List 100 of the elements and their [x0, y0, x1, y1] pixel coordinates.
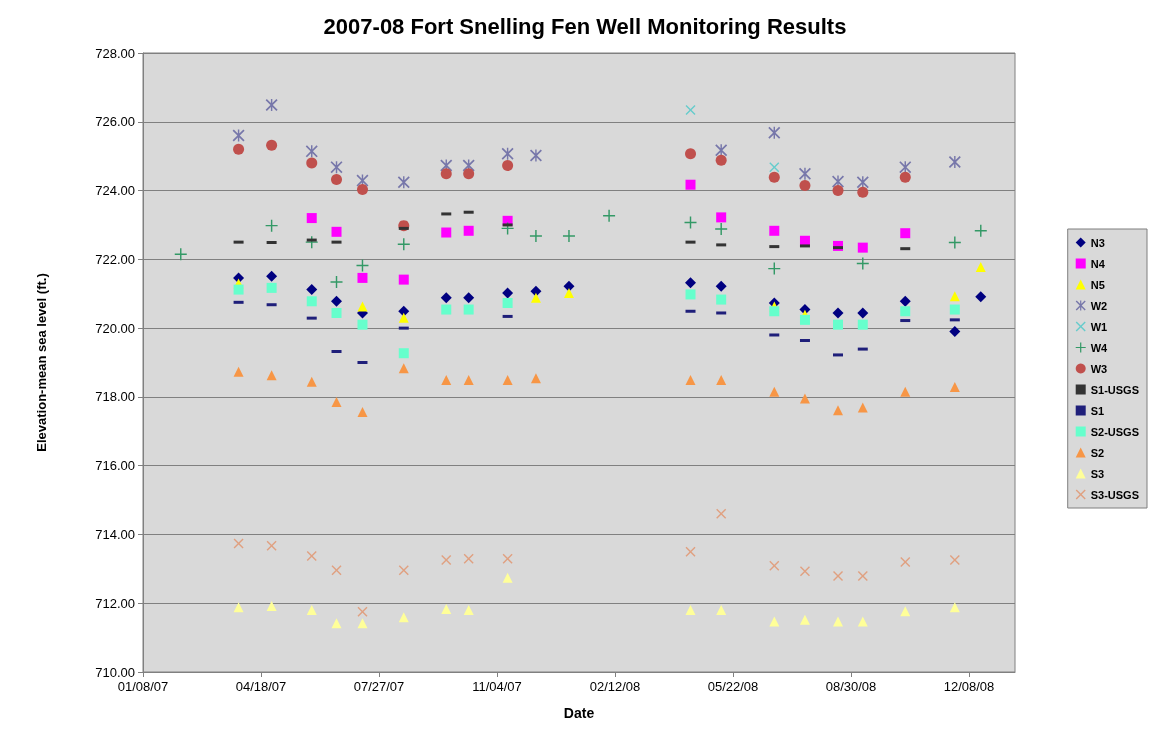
point: [856, 257, 869, 270]
point: [949, 381, 960, 392]
point: [306, 157, 318, 169]
point: [266, 600, 277, 611]
point: [357, 301, 368, 312]
point: [975, 261, 986, 272]
legend-label: W3: [1090, 362, 1108, 375]
point: [398, 348, 409, 359]
point: [330, 276, 343, 289]
point: [769, 616, 780, 627]
point: [715, 154, 727, 166]
point: [463, 292, 475, 304]
point: [440, 168, 452, 180]
point: [833, 319, 843, 330]
point: [440, 292, 452, 304]
point: [357, 319, 368, 330]
y-tick-label: 714.00: [95, 526, 135, 542]
point: [949, 554, 960, 565]
point: [502, 159, 514, 171]
legend-label: N5: [1090, 278, 1105, 291]
point: [857, 571, 868, 582]
point: [463, 605, 474, 616]
point: [357, 618, 368, 629]
point: [530, 285, 542, 297]
point: [233, 143, 245, 155]
point: [233, 284, 244, 295]
point: [857, 307, 869, 319]
legend-label: S1: [1090, 404, 1105, 417]
point: [266, 270, 278, 282]
point: [463, 375, 474, 386]
point: [769, 386, 780, 397]
point: [306, 551, 317, 562]
point: [398, 312, 409, 323]
point: [530, 373, 541, 384]
point: [398, 565, 409, 576]
point: [356, 184, 368, 196]
x-tick-label: 07/27/07: [353, 679, 405, 694]
point: [832, 185, 844, 197]
point: [266, 282, 277, 293]
point: [502, 298, 513, 309]
point: [685, 289, 696, 300]
legend-label: S3-USGS: [1090, 488, 1140, 501]
point: [233, 366, 244, 377]
point: [856, 176, 869, 189]
y-tick-label: 710.00: [95, 664, 135, 680]
legend-label: N3: [1090, 236, 1105, 249]
point: [833, 571, 843, 582]
point: [768, 126, 781, 139]
point: [357, 407, 368, 418]
point: [715, 223, 728, 236]
point: [857, 616, 868, 627]
point: [233, 602, 244, 613]
point: [948, 156, 961, 169]
point: [900, 606, 911, 617]
x-axis-title: Date: [563, 705, 595, 721]
point: [397, 238, 410, 251]
point: [501, 147, 514, 160]
point: [305, 145, 318, 158]
point: [266, 139, 278, 151]
x-tick-label: 02/12/08: [589, 679, 641, 694]
point: [266, 370, 277, 381]
point: [441, 304, 452, 315]
point: [685, 375, 696, 386]
point: [685, 105, 696, 116]
point: [900, 228, 911, 239]
point: [833, 616, 843, 627]
x-tick-label: 04/18/07: [235, 679, 287, 694]
point: [603, 209, 616, 222]
point: [685, 605, 696, 616]
point: [857, 186, 869, 198]
point: [306, 296, 317, 307]
point: [441, 227, 452, 238]
x-tick-label: 01/08/07: [117, 679, 169, 694]
y-tick-label: 720.00: [95, 320, 135, 336]
point: [949, 304, 960, 315]
point: [331, 397, 342, 408]
point: [685, 179, 696, 190]
point: [949, 291, 960, 302]
point: [899, 295, 911, 307]
point: [799, 614, 810, 625]
x-tick-label: 08/30/08: [825, 679, 877, 694]
point: [857, 319, 868, 330]
point: [331, 565, 342, 576]
point: [331, 618, 342, 629]
legend-label: W4: [1090, 341, 1109, 354]
point: [900, 306, 911, 317]
point: [799, 393, 810, 404]
point: [441, 375, 452, 386]
point: [441, 604, 452, 615]
point: [716, 375, 727, 386]
legend-label: S3: [1090, 467, 1105, 480]
point: [900, 386, 911, 397]
y-tick-label: 712.00: [95, 595, 135, 611]
point: [769, 306, 780, 317]
y-axis-title: Elevation-mean sea level (ft.): [34, 273, 49, 452]
point: [266, 540, 277, 551]
point: [685, 148, 697, 160]
point: [397, 176, 410, 189]
point: [331, 295, 343, 307]
point: [716, 508, 727, 519]
